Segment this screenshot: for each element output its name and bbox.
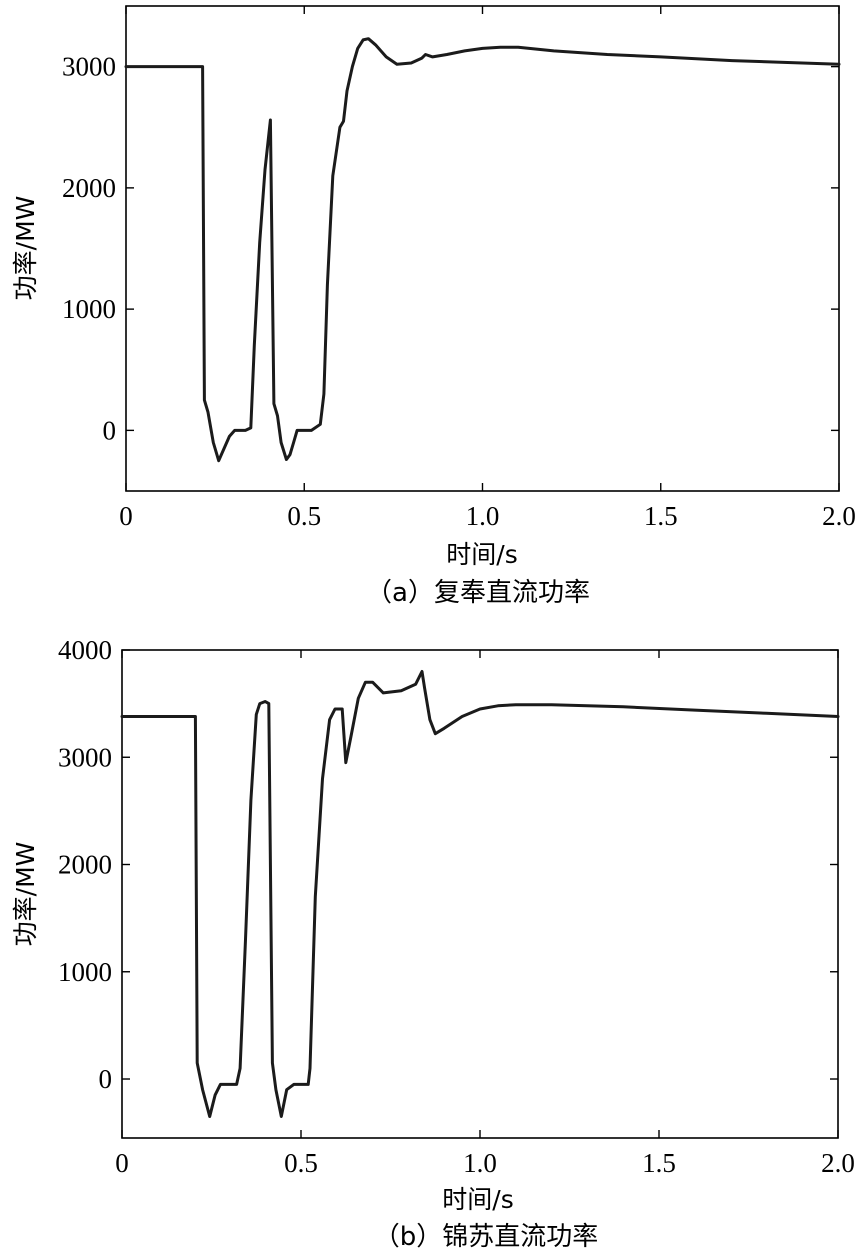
y-tick-label-a-3: 3000 [62,52,116,82]
y-tick-label-b-4: 4000 [58,635,112,665]
y-tick-label-a-1: 1000 [62,294,116,324]
plot-frame-a [125,5,840,492]
plot-frame-b [121,649,839,1139]
x-axis-label-b: 时间/s [442,1185,513,1214]
tick-marks-b [121,649,839,1138]
y-tick-label-a-0: 0 [103,415,117,445]
x-tick-label-b-4: 2.0 [821,1148,855,1178]
power-curve-b [120,670,840,1118]
x-tick-label-b-1: 0.5 [284,1148,318,1178]
x-tick-label-a-2: 1.0 [466,501,500,531]
x-tick-label-b-0: 0 [115,1148,129,1178]
x-tick-label-a-1: 0.5 [287,501,321,531]
tick-marks-a [125,6,840,491]
chart-panel-b: 0 0.5 1.0 1.5 2.0 0 1000 2000 3000 4000 时间/s 功率/M… [11,635,855,1252]
x-tick-label-a-0: 0 [119,501,133,531]
y-tick-label-b-0: 0 [99,1064,113,1094]
y-tick-label-a-2: 2000 [62,173,116,203]
y-tick-label-b-3: 3000 [58,742,112,772]
tick-labels-a: 0 0.5 1.0 1.5 2.0 0 1000 2000 3000 [62,52,856,531]
y-axis-label-a: 功率/MW [11,196,40,301]
chart-panel-a: 0 0.5 1.0 1.5 2.0 0 1000 2000 3000 时间/s 功率/MW （a… [11,5,856,608]
y-tick-label-b-1: 1000 [58,957,112,987]
power-curve-a [124,37,841,463]
x-axis-label-a: 时间/s [446,540,517,569]
x-tick-label-b-2: 1.0 [463,1148,497,1178]
x-tick-label-b-3: 1.5 [642,1148,676,1178]
y-tick-label-b-2: 2000 [58,850,112,880]
caption-b: （b）锦苏直流功率 [374,1222,599,1252]
caption-a: （a）复奉直流功率 [366,578,590,608]
tick-labels-b: 0 0.5 1.0 1.5 2.0 0 1000 2000 3000 4000 [58,635,855,1178]
y-axis-label-b: 功率/MW [11,842,40,947]
x-tick-label-a-4: 2.0 [822,501,856,531]
x-tick-label-a-3: 1.5 [644,501,678,531]
